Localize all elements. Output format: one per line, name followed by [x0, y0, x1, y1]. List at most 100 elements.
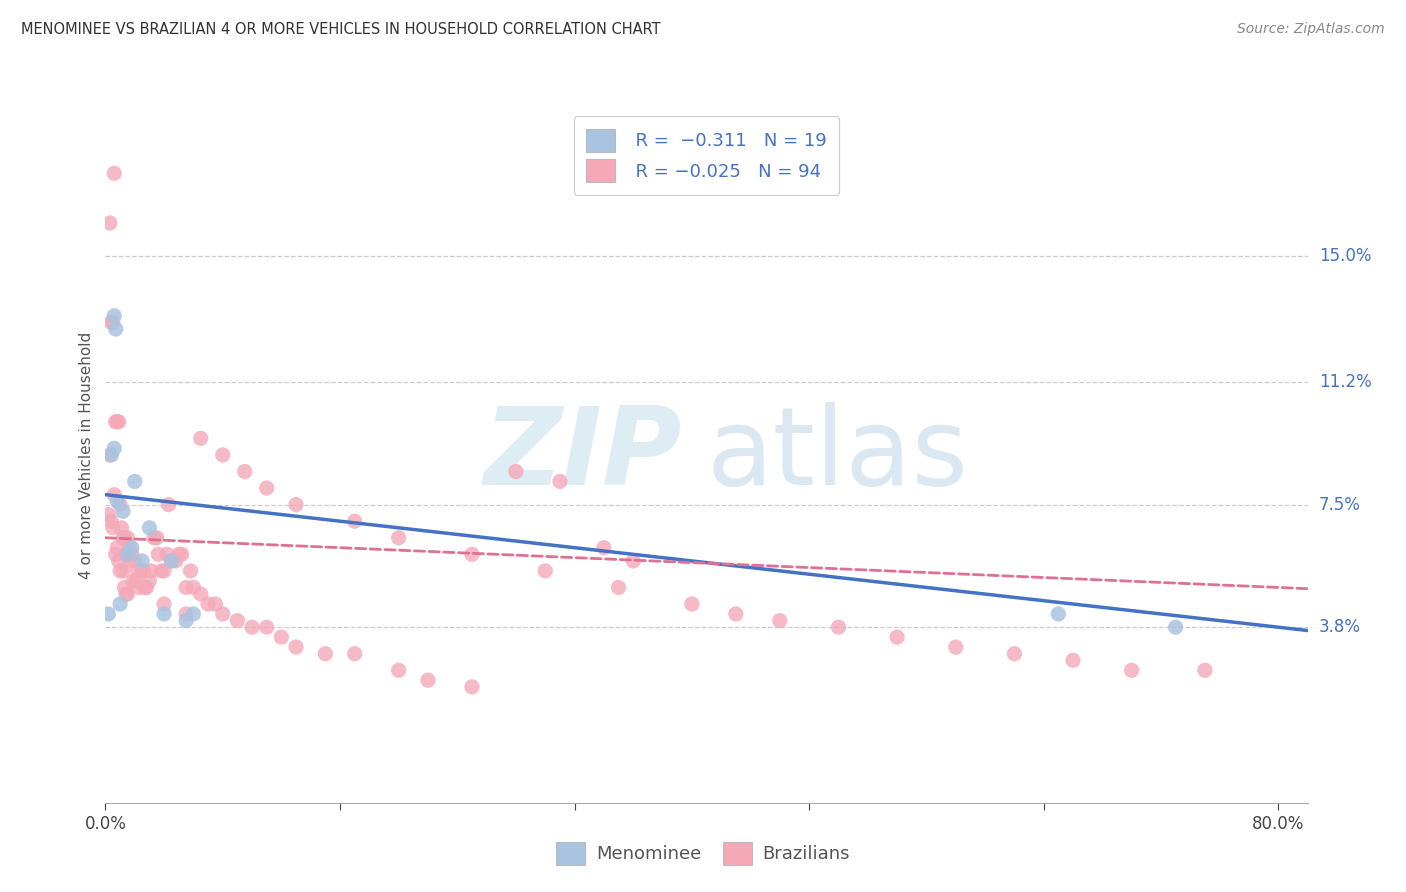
- Point: [183, 607, 205, 621]
- Point: [183, 581, 205, 595]
- Point: [886, 630, 908, 644]
- Point: [100, 315, 122, 329]
- Point: [769, 614, 792, 628]
- Point: [945, 640, 967, 654]
- Point: [131, 554, 153, 568]
- Point: [139, 564, 162, 578]
- Point: [461, 547, 484, 561]
- Point: [97, 607, 120, 621]
- Point: [103, 166, 125, 180]
- Point: [122, 574, 145, 588]
- Point: [174, 607, 197, 621]
- Point: [107, 415, 129, 429]
- Point: [724, 607, 747, 621]
- Point: [118, 541, 141, 555]
- Point: [117, 547, 139, 561]
- Point: [156, 547, 179, 561]
- Point: [98, 216, 121, 230]
- Point: [827, 620, 849, 634]
- Point: [117, 531, 139, 545]
- Point: [461, 680, 484, 694]
- Point: [416, 673, 439, 688]
- Point: [150, 564, 173, 578]
- Point: [145, 531, 167, 545]
- Point: [121, 541, 143, 555]
- Point: [127, 564, 149, 578]
- Point: [174, 581, 197, 595]
- Text: 11.2%: 11.2%: [1319, 373, 1371, 391]
- Point: [681, 597, 703, 611]
- Point: [103, 309, 125, 323]
- Point: [1164, 620, 1187, 634]
- Point: [103, 488, 125, 502]
- Point: [270, 630, 292, 644]
- Point: [115, 587, 138, 601]
- Point: [121, 547, 143, 561]
- Point: [153, 607, 176, 621]
- Point: [100, 514, 122, 528]
- Point: [607, 581, 630, 595]
- Point: [131, 564, 153, 578]
- Point: [108, 564, 131, 578]
- Point: [108, 498, 131, 512]
- Point: [153, 564, 176, 578]
- Point: [105, 415, 128, 429]
- Y-axis label: 4 or more Vehicles in Household: 4 or more Vehicles in Household: [79, 331, 94, 579]
- Point: [1194, 663, 1216, 677]
- Point: [388, 663, 411, 677]
- Point: [165, 554, 187, 568]
- Point: [138, 521, 160, 535]
- Point: [104, 547, 127, 561]
- Point: [204, 597, 226, 611]
- Point: [124, 475, 146, 489]
- Point: [240, 620, 263, 634]
- Point: [170, 547, 193, 561]
- Point: [120, 554, 142, 568]
- Point: [285, 640, 308, 654]
- Point: [148, 547, 170, 561]
- Point: [105, 494, 128, 508]
- Point: [124, 554, 146, 568]
- Point: [160, 554, 183, 568]
- Text: 7.5%: 7.5%: [1319, 496, 1361, 514]
- Point: [211, 448, 233, 462]
- Point: [256, 481, 278, 495]
- Point: [132, 564, 155, 578]
- Point: [226, 614, 249, 628]
- Legend: Menominee, Brazilians: Menominee, Brazilians: [547, 833, 859, 874]
- Point: [256, 620, 278, 634]
- Point: [98, 448, 121, 462]
- Point: [153, 597, 176, 611]
- Point: [101, 315, 124, 329]
- Point: [108, 597, 131, 611]
- Text: MENOMINEE VS BRAZILIAN 4 OR MORE VEHICLES IN HOUSEHOLD CORRELATION CHART: MENOMINEE VS BRAZILIAN 4 OR MORE VEHICLE…: [21, 22, 661, 37]
- Text: Source: ZipAtlas.com: Source: ZipAtlas.com: [1237, 22, 1385, 37]
- Point: [343, 647, 366, 661]
- Point: [1062, 653, 1084, 667]
- Point: [1002, 647, 1025, 661]
- Point: [104, 322, 127, 336]
- Point: [1047, 607, 1070, 621]
- Point: [285, 498, 308, 512]
- Text: 15.0%: 15.0%: [1319, 247, 1371, 265]
- Point: [211, 607, 233, 621]
- Point: [314, 647, 336, 661]
- Point: [190, 587, 212, 601]
- Point: [114, 531, 136, 545]
- Point: [115, 547, 138, 561]
- Point: [593, 541, 616, 555]
- Text: 3.8%: 3.8%: [1319, 618, 1361, 636]
- Point: [112, 564, 135, 578]
- Point: [157, 498, 180, 512]
- Point: [100, 448, 122, 462]
- Point: [104, 415, 127, 429]
- Point: [388, 531, 411, 545]
- Text: atlas: atlas: [707, 402, 969, 508]
- Point: [179, 564, 201, 578]
- Point: [110, 521, 132, 535]
- Point: [128, 581, 150, 595]
- Point: [343, 514, 366, 528]
- Point: [135, 581, 157, 595]
- Point: [621, 554, 644, 568]
- Point: [112, 531, 135, 545]
